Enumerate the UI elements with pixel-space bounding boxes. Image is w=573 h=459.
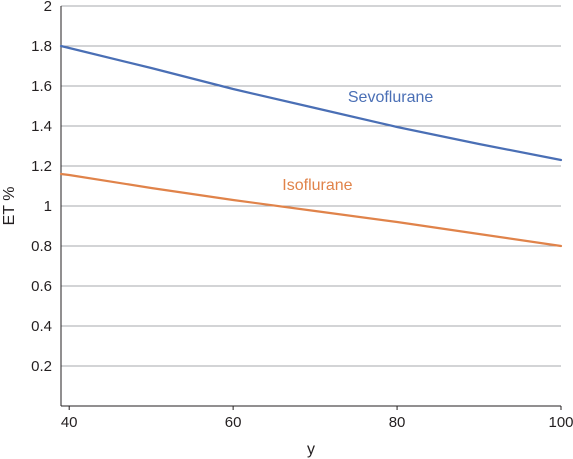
y-tick-label: 1.2: [31, 158, 52, 175]
y-tick-label: 1.4: [31, 118, 52, 135]
series-line-sevoflurane: [59, 44, 563, 162]
y-tick-label: 2: [44, 0, 52, 15]
axes: [60, 6, 562, 410]
y-tick-label: 0.6: [31, 278, 52, 295]
y-tick-label: 0.2: [31, 358, 52, 375]
y-tick-label: 1.6: [31, 78, 52, 95]
x-tick-label: 40: [61, 414, 78, 431]
y-axis-title: ET %: [1, 187, 18, 226]
labels: 0.2 0.4 0.6 0.8 1 1.2 1.4 1.6 1.8 2 40 60 80 100 Sevof…: [31, 0, 573, 431]
series-label-isoflurane: Isoflurane: [282, 177, 352, 194]
series-label-sevoflurane: Sevoflurane: [348, 89, 433, 106]
grid-lines: [61, 5, 561, 367]
y-tick-label: 0.4: [31, 318, 52, 335]
x-axis-title: y: [307, 441, 315, 458]
series-line-isoflurane: [59, 172, 563, 248]
y-tick-label: 1: [44, 198, 52, 215]
x-tick-label: 60: [225, 414, 242, 431]
series-lines: [59, 44, 563, 248]
x-tick-label: 100: [548, 414, 573, 431]
x-tick-label: 80: [389, 414, 406, 431]
y-tick-label: 0.8: [31, 238, 52, 255]
y-tick-label: 1.8: [31, 38, 52, 55]
